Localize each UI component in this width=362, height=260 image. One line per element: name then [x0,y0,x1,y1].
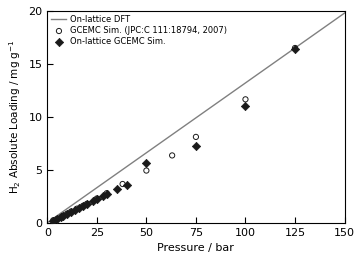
X-axis label: Pressure / bar: Pressure / bar [157,243,234,253]
Y-axis label: H$_2$ Absolute Loading / mg g$^{-1}$: H$_2$ Absolute Loading / mg g$^{-1}$ [7,40,23,194]
Legend: On-lattice DFT, GCEMC Sim. (JPC:C 111:18794, 2007), On-lattice GCEMC Sim.: On-lattice DFT, GCEMC Sim. (JPC:C 111:18… [50,14,228,48]
On-lattice GCEMC Sim. [64,212,70,216]
On-lattice GCEMC Sim. [292,47,298,51]
On-lattice DFT [342,11,347,15]
On-lattice DFT [221,97,226,100]
On-lattice GCEMC Sim. [50,219,56,223]
On-lattice GCEMC Sim. [104,192,110,196]
On-lattice DFT [46,220,50,224]
On-lattice DFT [45,221,50,224]
On-lattice GCEMC Sim. [60,214,66,218]
GCEMC Sim. (JPC:C 111:18794, 2007) [74,207,80,211]
GCEMC Sim. (JPC:C 111:18794, 2007) [60,214,66,218]
GCEMC Sim. (JPC:C 111:18794, 2007) [193,135,199,139]
GCEMC Sim. (JPC:C 111:18794, 2007) [292,46,298,50]
On-lattice GCEMC Sim. [243,104,248,108]
On-lattice GCEMC Sim. [72,208,78,212]
On-lattice GCEMC Sim. [114,186,119,191]
GCEMC Sim. (JPC:C 111:18794, 2007) [104,191,110,195]
GCEMC Sim. (JPC:C 111:18794, 2007) [94,196,100,200]
On-lattice DFT [315,31,319,34]
On-lattice GCEMC Sim. [94,197,100,202]
On-lattice GCEMC Sim. [193,144,199,148]
On-lattice GCEMC Sim. [68,210,74,214]
Line: On-lattice DFT: On-lattice DFT [47,13,345,223]
GCEMC Sim. (JPC:C 111:18794, 2007) [169,153,175,158]
GCEMC Sim. (JPC:C 111:18794, 2007) [80,204,86,208]
GCEMC Sim. (JPC:C 111:18794, 2007) [64,212,70,216]
On-lattice GCEMC Sim. [76,206,82,210]
GCEMC Sim. (JPC:C 111:18794, 2007) [143,168,149,173]
On-lattice GCEMC Sim. [90,199,96,203]
GCEMC Sim. (JPC:C 111:18794, 2007) [68,210,74,214]
On-lattice DFT [222,96,226,99]
GCEMC Sim. (JPC:C 111:18794, 2007) [50,218,56,222]
GCEMC Sim. (JPC:C 111:18794, 2007) [54,217,60,221]
On-lattice GCEMC Sim. [84,202,90,206]
On-lattice DFT [296,44,300,48]
GCEMC Sim. (JPC:C 111:18794, 2007) [120,182,126,186]
On-lattice GCEMC Sim. [80,204,86,208]
On-lattice GCEMC Sim. [54,217,60,222]
On-lattice GCEMC Sim. [143,161,149,165]
On-lattice GCEMC Sim. [100,194,106,198]
On-lattice GCEMC Sim. [124,183,130,187]
GCEMC Sim. (JPC:C 111:18794, 2007) [243,97,248,101]
GCEMC Sim. (JPC:C 111:18794, 2007) [58,215,64,219]
GCEMC Sim. (JPC:C 111:18794, 2007) [84,202,90,206]
On-lattice DFT [227,93,231,96]
On-lattice GCEMC Sim. [58,215,64,219]
